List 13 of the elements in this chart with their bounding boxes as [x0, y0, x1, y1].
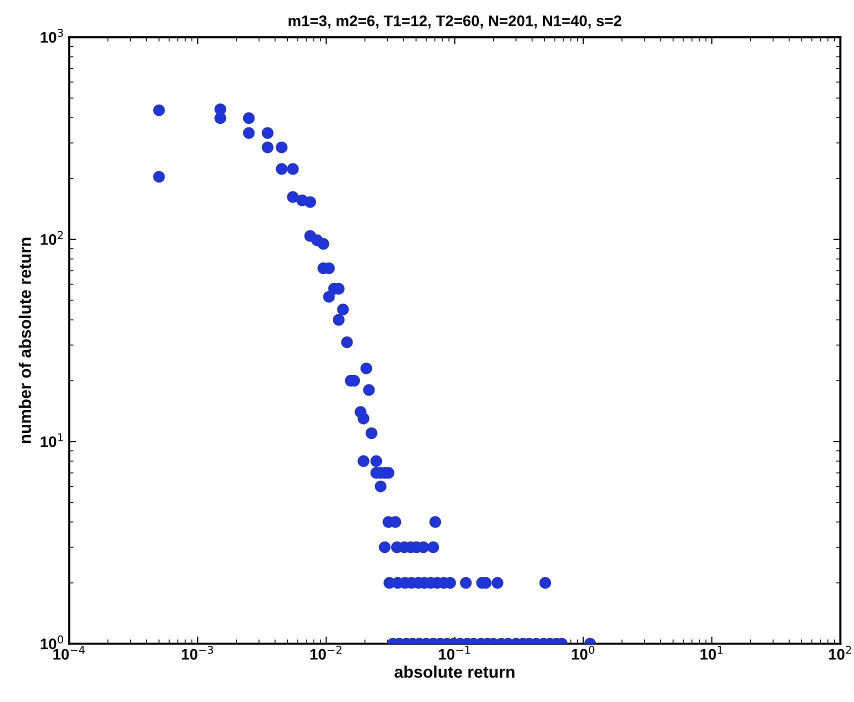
x-tick-label: 10$^{−2}$	[310, 646, 342, 660]
x-tick-label: 10$^{−1}$	[438, 646, 470, 660]
x-axis-title: absolute return	[394, 666, 514, 678]
y-tick-label: 10$^{2}$	[40, 231, 63, 245]
x-tick-label: 10$^{2}$	[829, 646, 851, 660]
y-tick-label: 10$^{0}$	[40, 635, 64, 650]
x-tick-label: 10$^{−3}$	[182, 646, 214, 660]
x-tick-label: 10$^{1}$	[700, 646, 723, 660]
chart-title: m1=3, m2=6, T1=12, T2=60, N=201, N1=40, s=2	[288, 15, 622, 28]
x-tick-label: 10$^{0}$	[572, 646, 594, 660]
y-tick-label: 10$^{1}$	[40, 433, 63, 448]
y-axis-title: number of absolute return	[18, 238, 32, 444]
y-tick-label: 10$^{3}$	[40, 28, 63, 43]
